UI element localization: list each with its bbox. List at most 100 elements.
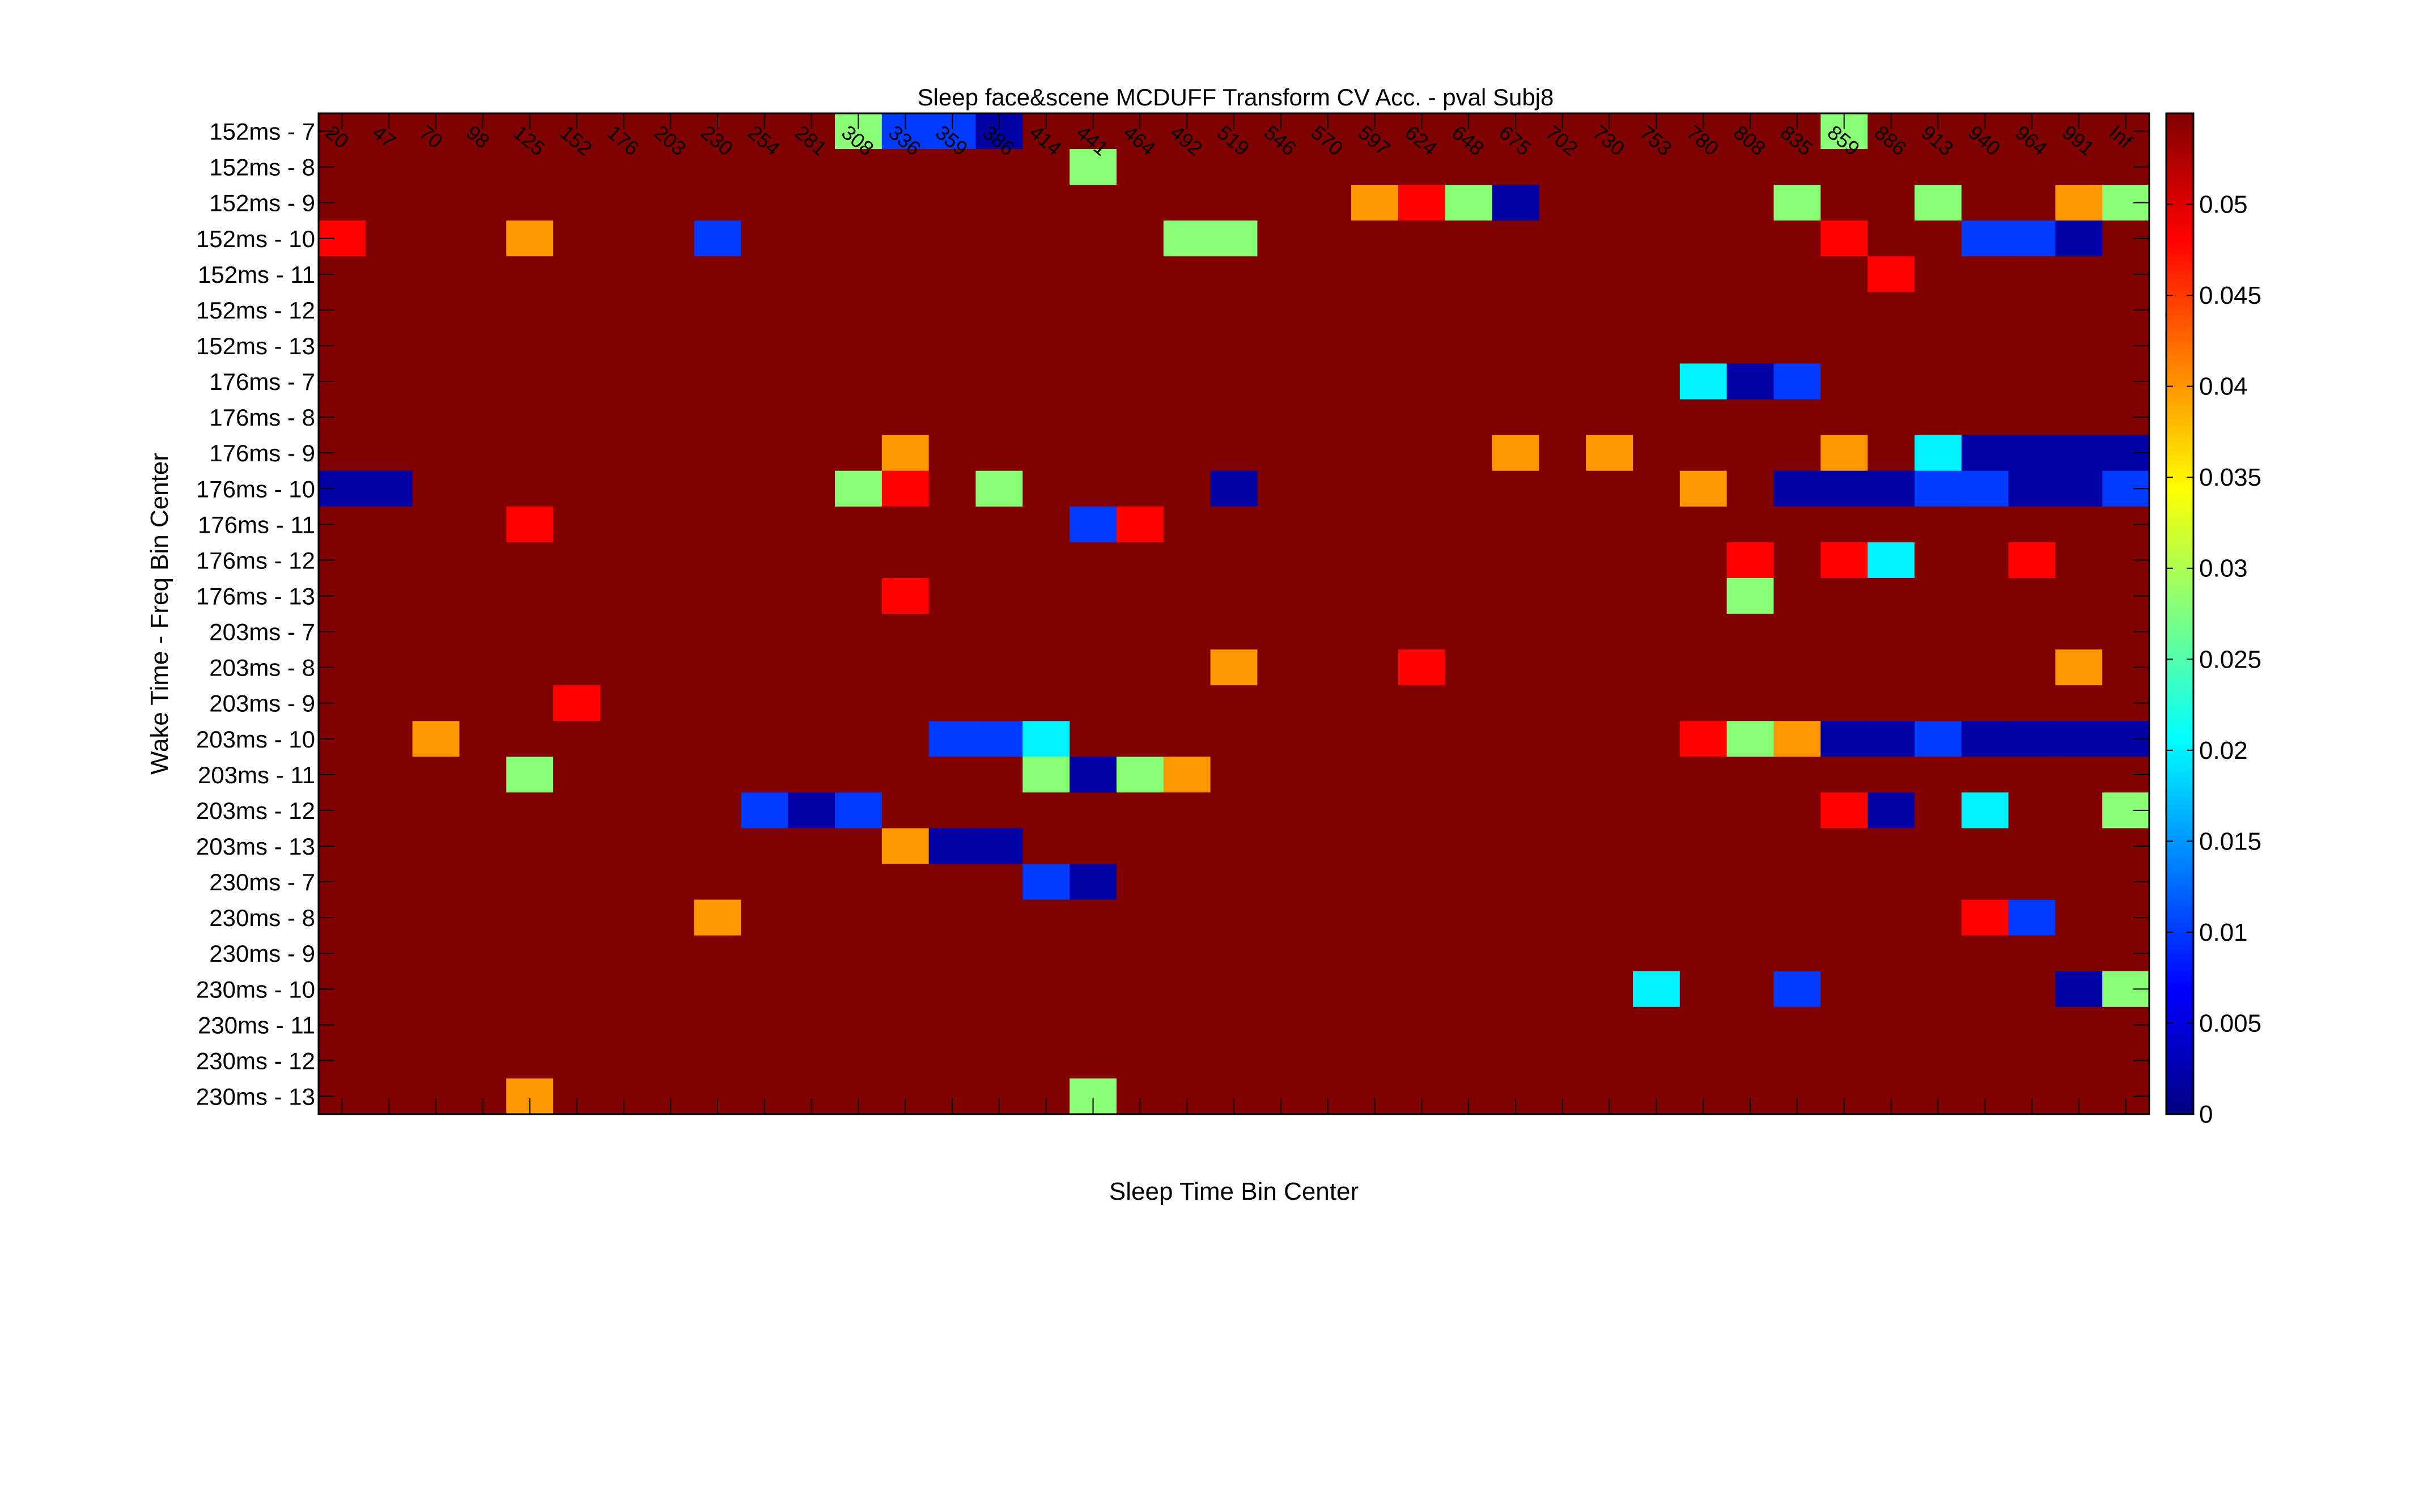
heatmap-cell	[694, 685, 741, 721]
heatmap-cell	[647, 935, 695, 972]
heatmap-cell	[365, 506, 413, 543]
heatmap-cell	[1492, 971, 1539, 1008]
heatmap-cell	[1445, 685, 1493, 721]
heatmap-cell	[1398, 292, 1446, 329]
heatmap-cell	[647, 149, 695, 185]
heatmap-cell	[1210, 435, 1258, 472]
heatmap-cell	[1070, 828, 1117, 865]
heatmap-cell	[1116, 506, 1164, 543]
heatmap-cell	[1351, 399, 1399, 436]
heatmap-cell	[1492, 685, 1539, 721]
heatmap-cell	[1539, 256, 1586, 292]
heatmap-cell	[365, 256, 413, 292]
heatmap-cell	[975, 220, 1023, 257]
heatmap-cell	[741, 435, 788, 472]
heatmap-cell	[1586, 792, 1633, 829]
heatmap-cell	[928, 757, 977, 793]
heatmap-cell	[1070, 328, 1117, 364]
heatmap-cell	[1257, 328, 1305, 364]
heatmap-cell	[1914, 470, 1962, 507]
heatmap-cell	[600, 721, 648, 757]
heatmap-cell	[1773, 506, 1821, 543]
heatmap-cell	[1070, 864, 1117, 901]
heatmap-cell	[1726, 220, 1775, 257]
heatmap-cell	[1586, 256, 1633, 292]
heatmap-cell	[1914, 292, 1962, 329]
heatmap-cell	[1961, 864, 2009, 901]
heatmap-cell	[1398, 542, 1446, 579]
heatmap-cell	[1351, 435, 1399, 472]
heatmap-cell	[1116, 864, 1164, 901]
heatmap-cell	[365, 363, 413, 400]
heatmap-cell	[412, 899, 460, 936]
heatmap-cell	[1868, 828, 1915, 865]
heatmap-cell	[1961, 899, 2009, 936]
heatmap-cell	[459, 149, 507, 185]
heatmap-cell	[600, 328, 648, 364]
heatmap-cell	[694, 399, 741, 436]
heatmap-cell	[1398, 470, 1446, 507]
heatmap-cell	[459, 721, 507, 757]
heatmap-cell	[1539, 506, 1586, 543]
heatmap-cell	[1304, 828, 1352, 865]
heatmap-cell	[1304, 614, 1352, 650]
heatmap-cell	[1304, 685, 1352, 721]
heatmap-cell	[2008, 363, 2056, 400]
heatmap-cell	[835, 185, 882, 221]
heatmap-cell	[881, 1042, 930, 1079]
heatmap-cell	[1257, 614, 1305, 650]
heatmap-cell	[459, 399, 507, 436]
heatmap-cell	[1257, 721, 1305, 757]
heatmap-cell	[1163, 220, 1211, 257]
y-tick-label: 176ms - 11	[198, 511, 315, 538]
heatmap-cell	[1726, 149, 1775, 185]
heatmap-cell	[1070, 363, 1117, 400]
heatmap-cell	[1210, 1006, 1258, 1043]
heatmap-cell	[788, 649, 835, 686]
heatmap-cell	[412, 470, 460, 507]
heatmap-cell	[365, 399, 413, 436]
heatmap-cell	[1257, 1042, 1305, 1079]
heatmap-cell	[600, 256, 648, 292]
heatmap-cell	[694, 363, 741, 400]
heatmap-cell	[1820, 470, 1868, 507]
heatmap-cell	[1445, 971, 1493, 1008]
heatmap-cell	[835, 971, 882, 1008]
heatmap-cell	[553, 971, 601, 1008]
colorbar-tick-label: 0.045	[2199, 282, 2261, 309]
heatmap-cell	[1632, 864, 1680, 901]
heatmap-cell	[1304, 363, 1352, 400]
heatmap-cell	[1868, 292, 1915, 329]
heatmap-cell	[1914, 185, 1962, 221]
heatmap-cell	[1726, 685, 1775, 721]
heatmap-cell	[1586, 577, 1633, 614]
heatmap-cell	[1820, 292, 1868, 329]
heatmap-cell	[365, 935, 413, 972]
heatmap-cell	[1070, 292, 1117, 329]
heatmap-cell	[1163, 864, 1211, 901]
heatmap-cell	[1163, 935, 1211, 972]
heatmap-cell	[1914, 577, 1962, 614]
heatmap-cell	[2055, 1042, 2103, 1079]
heatmap-cell	[2008, 685, 2056, 721]
heatmap-cell	[1632, 577, 1680, 614]
heatmap-cell	[459, 328, 507, 364]
colorbar-tick-label: 0.05	[2199, 191, 2248, 219]
heatmap-cell	[1820, 399, 1868, 436]
heatmap-cell	[1351, 256, 1399, 292]
heatmap-cell	[1445, 185, 1493, 221]
heatmap-cell	[694, 1042, 741, 1079]
heatmap-cell	[2055, 685, 2103, 721]
heatmap-cell	[1492, 899, 1539, 936]
heatmap-cell	[1492, 1006, 1539, 1043]
heatmap-cell	[788, 757, 835, 793]
heatmap-cell	[1868, 399, 1915, 436]
heatmap-cell	[1210, 935, 1258, 972]
heatmap-cell	[835, 1006, 882, 1043]
heatmap-cell	[928, 828, 977, 865]
heatmap-cell	[1022, 899, 1070, 936]
y-tick-label: 152ms - 10	[196, 226, 315, 252]
heatmap-cell	[412, 721, 460, 757]
heatmap-cell	[459, 614, 507, 650]
heatmap-cell	[741, 971, 788, 1008]
